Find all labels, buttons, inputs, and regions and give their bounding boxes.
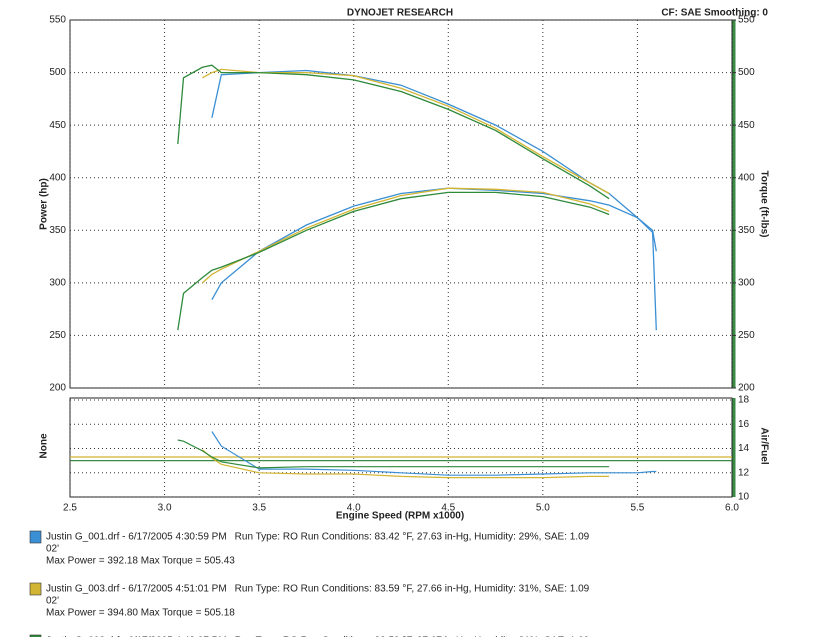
header-right: CF: SAE Smoothing: 0	[661, 8, 768, 19]
x-tick-label: 3.5	[252, 503, 266, 514]
y2-tick-label: 300	[738, 277, 755, 288]
afr-plot-frame	[69, 397, 733, 498]
x-tick-label: 4.5	[441, 503, 455, 514]
afr-line	[201, 449, 610, 479]
legend-swatch	[29, 582, 42, 596]
x-axis-label: Engine Speed (RPM x1000)	[336, 511, 464, 522]
power-line	[177, 191, 610, 331]
y2-tick-label: 350	[738, 225, 755, 236]
legend-entry: Justin G_001.drf - 6/17/2005 4:30:59 PM	[46, 532, 227, 543]
afr-line	[211, 431, 657, 476]
y-tick-label: 250	[49, 330, 66, 341]
y2-tick-label: 250	[738, 330, 755, 341]
afr-line	[177, 439, 610, 469]
afr-tick-label: 16	[738, 419, 750, 430]
x-tick-label: 3.0	[158, 503, 172, 514]
y2-tick-label: 200	[738, 383, 755, 394]
y-tick-label: 200	[49, 383, 66, 394]
legend-details: Run Type: RO Run Conditions: 83.42 °F, 2…	[235, 532, 590, 543]
y-tick-label: 300	[49, 277, 66, 288]
legend-extra: Max Power = 394.80 Max Torque = 505.18	[46, 608, 235, 619]
legend-entry: Justin G_003.drf - 6/17/2005 4:51:01 PM	[46, 584, 227, 595]
x-tick-label: 5.5	[630, 503, 644, 514]
y-axis-label: Power (hp)	[39, 178, 50, 230]
afr-tick-label: 12	[738, 467, 750, 478]
y2-tick-label: 450	[738, 120, 755, 131]
y2-axis-label: Torque (ft-lbs)	[758, 170, 769, 237]
legend-swatch	[29, 530, 42, 544]
x-tick-label: 2.5	[63, 503, 77, 514]
legend-extra: 02'	[46, 544, 59, 555]
y-tick-label: 400	[49, 172, 66, 183]
legend-extra: 02'	[46, 596, 59, 607]
torque-line	[202, 68, 610, 195]
legend-details: Run Type: RO Run Conditions: 83.59 °F, 2…	[235, 584, 590, 595]
y2-tick-label: 550	[738, 15, 755, 26]
lower-y2-label: Air/Fuel	[758, 427, 769, 464]
y-tick-label: 550	[49, 15, 66, 26]
legend-extra: Max Power = 392.18 Max Torque = 505.43	[46, 556, 235, 567]
x-tick-label: 4.0	[347, 503, 361, 514]
lower-y-label: None	[39, 433, 50, 458]
torque-line	[177, 64, 610, 200]
y2-tick-label: 500	[738, 67, 755, 78]
power-line	[201, 187, 610, 284]
afr-tick-label: 18	[738, 395, 750, 406]
y-tick-label: 350	[49, 225, 66, 236]
x-tick-label: 6.0	[725, 503, 739, 514]
chart-title: DYNOJET RESEARCH	[347, 8, 453, 19]
y-tick-label: 500	[49, 67, 66, 78]
y-tick-label: 450	[49, 120, 66, 131]
y2-tick-label: 400	[738, 172, 755, 183]
afr-tick-label: 14	[738, 443, 750, 454]
afr-tick-label: 10	[738, 492, 750, 503]
x-tick-label: 5.0	[536, 503, 550, 514]
